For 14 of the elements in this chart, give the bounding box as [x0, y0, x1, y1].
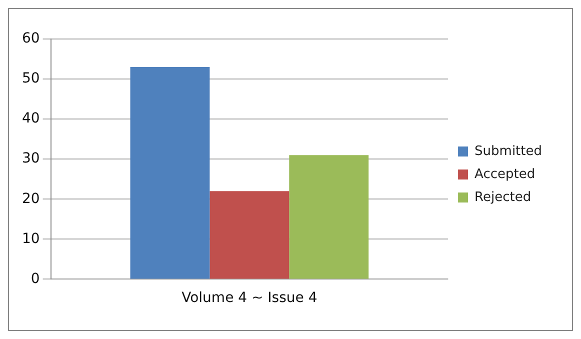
y-tick-label: 50 [22, 70, 40, 87]
y-tick-label: 10 [22, 230, 40, 247]
y-tick-label: 20 [22, 190, 40, 207]
y-tick-label: 0 [30, 270, 40, 287]
legend-label: Submitted [474, 144, 542, 159]
legend-label: Accepted [474, 166, 536, 182]
y-tick-label: 30 [22, 150, 40, 167]
legend-label: Rejected [474, 190, 532, 205]
x-tick-label: Volume 4 ~ Issue 4 [182, 290, 318, 306]
bar [289, 155, 369, 279]
bar [210, 191, 290, 279]
bar [130, 67, 210, 279]
y-tick-label: 40 [22, 110, 40, 127]
y-tick-label: 60 [22, 30, 40, 47]
